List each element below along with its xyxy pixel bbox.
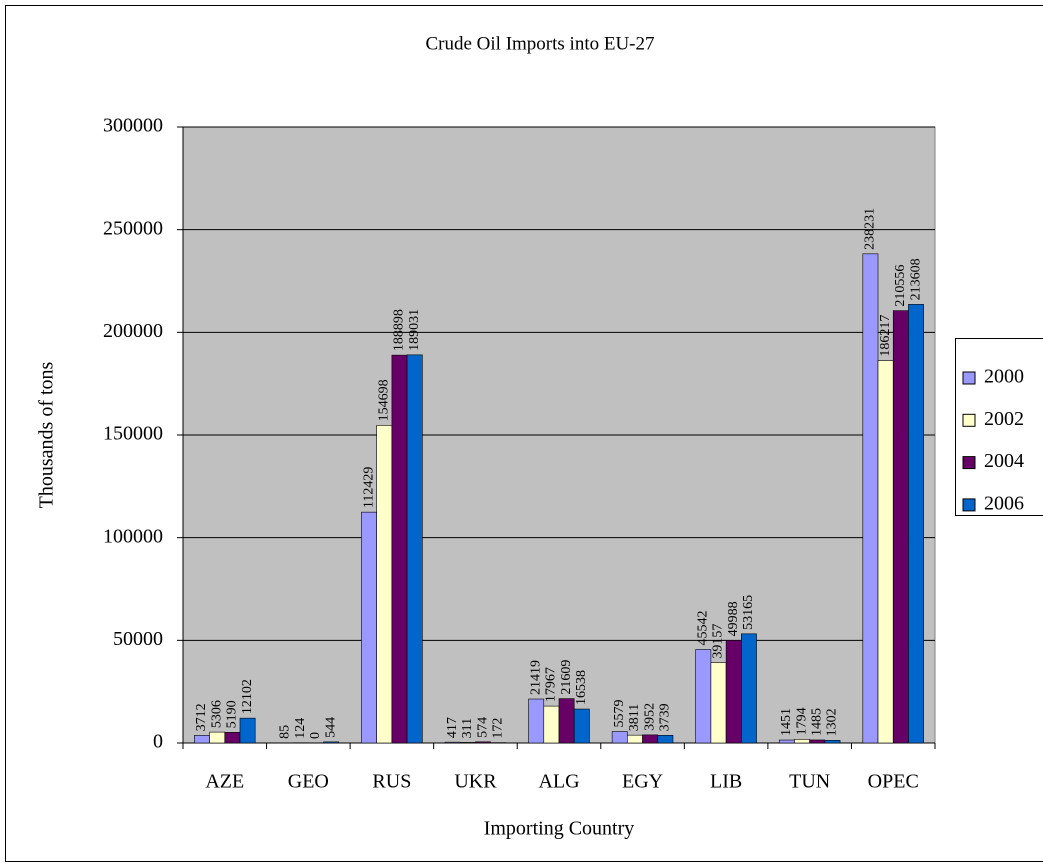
bar	[741, 633, 757, 744]
value-label: 45542	[696, 610, 711, 645]
value-label: 574	[475, 717, 490, 738]
x-tick-label: LIB	[710, 771, 742, 793]
bar	[239, 717, 256, 744]
bar	[444, 741, 461, 744]
bar	[391, 354, 408, 744]
value-label: 189031	[407, 309, 422, 351]
value-label: 210556	[893, 265, 908, 307]
y-tick-label: 200000	[103, 320, 163, 342]
x-tick-label: AZE	[205, 771, 244, 793]
x-tick-label: TUN	[789, 771, 830, 793]
y-tick-label: 0	[153, 731, 163, 753]
x-tick-label: RUS	[372, 771, 411, 793]
value-label: 124	[293, 718, 308, 739]
bar	[558, 698, 575, 744]
value-label: 112429	[361, 467, 376, 508]
bar	[778, 739, 795, 744]
bar	[809, 739, 826, 744]
legend-label: 2000	[984, 366, 1024, 388]
value-label: 1451	[779, 708, 794, 736]
legend-label: 2002	[984, 408, 1024, 430]
x-axis-title: Importing Country	[484, 818, 635, 840]
value-label: 154698	[377, 379, 392, 421]
value-label: 1302	[825, 708, 840, 736]
value-label: 85	[278, 725, 293, 739]
y-tick-label: 50000	[113, 628, 163, 650]
value-label: 49988	[726, 601, 741, 636]
bar	[459, 742, 476, 744]
value-label: 213608	[908, 258, 923, 300]
bar	[642, 734, 659, 744]
x-tick-label: OPEC	[868, 771, 919, 793]
chart-title: Crude Oil Imports into EU-27	[425, 33, 654, 54]
value-label: 417	[445, 717, 460, 738]
value-label: 3811	[627, 704, 642, 731]
value-label: 12102	[240, 679, 255, 714]
value-label: 3712	[194, 703, 209, 731]
value-label: 53165	[741, 595, 756, 630]
bar	[406, 354, 423, 744]
value-label: 5306	[209, 700, 224, 728]
legend-label: 2004	[984, 450, 1024, 472]
bar	[725, 640, 742, 744]
bar	[573, 708, 590, 744]
bar	[710, 662, 727, 744]
bar	[475, 741, 491, 744]
legend-swatch	[962, 456, 976, 470]
x-tick-label: EGY	[622, 771, 663, 793]
x-tick-label: UKR	[454, 771, 497, 793]
bar	[877, 360, 894, 744]
value-label: 21609	[559, 660, 574, 695]
bar	[862, 253, 879, 744]
bar	[794, 739, 810, 744]
legend-box	[955, 338, 1043, 516]
value-label: 3739	[658, 703, 673, 731]
bar	[824, 740, 841, 744]
value-label: 39157	[711, 624, 726, 659]
value-label: 1794	[794, 707, 809, 735]
bar	[194, 735, 210, 744]
bar	[543, 705, 560, 744]
bar	[657, 735, 674, 744]
value-label: 3952	[642, 703, 657, 731]
value-label: 0	[308, 732, 323, 739]
bar	[892, 310, 909, 744]
bar	[361, 511, 377, 744]
legend-label: 2006	[984, 492, 1024, 514]
bar	[627, 734, 643, 744]
x-tick-label: GEO	[288, 771, 329, 793]
legend-swatch	[962, 371, 976, 385]
value-label: 5579	[612, 700, 627, 728]
bar	[209, 731, 226, 744]
bar	[611, 731, 628, 744]
value-label: 188898	[392, 309, 407, 351]
bar	[695, 649, 712, 744]
y-axis-title: Thousands of tons	[36, 361, 58, 508]
y-tick-label: 300000	[103, 115, 163, 137]
legend-swatch	[962, 413, 976, 427]
bar	[376, 425, 393, 744]
value-label: 21419	[528, 660, 543, 695]
value-label: 186217	[878, 315, 893, 357]
bar	[323, 741, 340, 744]
value-label: 1485	[809, 708, 824, 736]
bar	[908, 304, 924, 744]
value-label: 544	[323, 717, 338, 738]
y-tick-label: 100000	[103, 525, 163, 547]
value-label: 311	[460, 718, 475, 738]
legend-swatch	[962, 498, 976, 512]
y-tick-label: 150000	[103, 423, 163, 445]
bar	[224, 732, 241, 744]
value-label: 5190	[225, 700, 240, 728]
value-label: 172	[490, 718, 505, 739]
value-label: 16538	[574, 670, 589, 705]
value-label: 238231	[863, 208, 878, 250]
bar	[528, 698, 545, 744]
x-tick-label: ALG	[538, 771, 579, 793]
value-label: 17967	[544, 667, 559, 702]
y-tick-label: 250000	[103, 217, 163, 239]
